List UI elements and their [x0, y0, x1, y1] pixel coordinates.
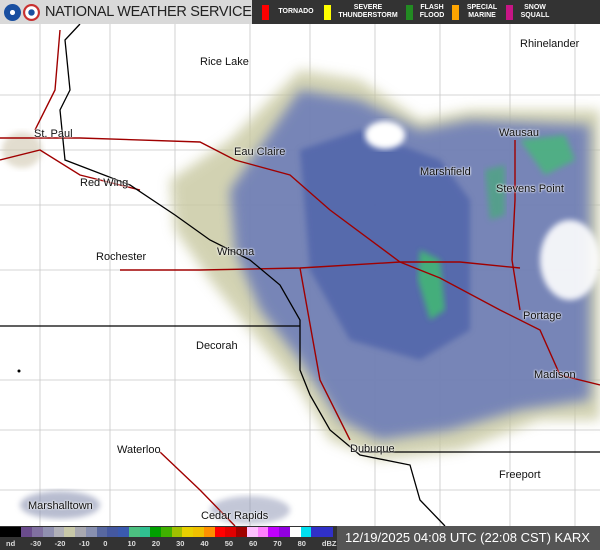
scale-swatch: [214, 527, 226, 537]
scale-label: 0: [103, 539, 108, 548]
header-bar: NATIONAL WEATHER SERVICE TORNADO SEVERE …: [0, 0, 600, 24]
scale-swatch: [75, 527, 86, 537]
city-label: Marshalltown: [28, 500, 93, 512]
scale-swatch: [279, 527, 290, 537]
reflectivity-scale: nd -30 -20 -10 0 10 20 30 40 50 60 70 80 dBZ: [0, 526, 337, 550]
timestamp: 12/19/2025 04:08 UTC (22:08 CST) KARX: [337, 526, 600, 550]
scale-label: dBZ: [321, 539, 337, 548]
scale-swatch: [311, 527, 323, 537]
scale-swatch: [0, 527, 11, 537]
scale-swatch: [193, 527, 204, 537]
scale-swatch: [203, 527, 215, 537]
city-label: Portage: [523, 310, 562, 322]
legend-flash-flood: FLASH FLOOD: [406, 4, 447, 20]
scale-swatch: [161, 527, 172, 537]
city-label: Madison: [534, 369, 576, 381]
legend-tornado: TORNADO: [262, 4, 319, 20]
scale-swatch: [236, 527, 247, 537]
highways: [0, 29, 600, 527]
city-label: Wausau: [499, 127, 539, 139]
scale-swatch: [107, 527, 119, 537]
scale-swatch: [171, 527, 183, 537]
color-bar: [0, 527, 333, 537]
scale-swatch: [32, 527, 43, 537]
city-label: Dubuque: [350, 443, 395, 455]
scale-swatch: [10, 527, 22, 537]
state-borders: [0, 23, 600, 527]
scale-swatch: [182, 527, 194, 537]
page-title: NATIONAL WEATHER SERVICE: [45, 4, 252, 20]
scale-label: 30: [176, 539, 185, 548]
scale-swatch: [96, 527, 108, 537]
city-label: Eau Claire: [234, 146, 286, 158]
city-label: Stevens Point: [496, 183, 564, 195]
scale-labels: nd -30 -20 -10 0 10 20 30 40 50 60 70 80 dBZ: [0, 538, 336, 550]
scale-label: 60: [249, 539, 258, 548]
city-label: St. Paul: [34, 128, 73, 140]
city-label: Cedar Rapids: [201, 510, 269, 522]
city-label: Winona: [217, 246, 255, 258]
city-label: Decorah: [196, 340, 238, 352]
scale-swatch: [64, 527, 76, 537]
nws-logo: [23, 3, 40, 21]
scale-swatch: [246, 527, 258, 537]
legend-severe-thunderstorm: SEVERE THUNDERSTORM: [324, 4, 401, 20]
scale-swatch: [118, 527, 129, 537]
scale-label: nd: [6, 539, 16, 548]
scale-swatch: [268, 527, 280, 537]
scale-label: 20: [151, 539, 161, 548]
scale-label: 40: [200, 539, 209, 548]
scale-swatch: [21, 527, 33, 537]
legend-snow-squall: SNOW SQUALL: [506, 4, 553, 20]
scale-swatch: [53, 527, 65, 537]
scale-label: 50: [224, 539, 234, 548]
scale-label: -30: [30, 539, 42, 548]
radar-echoes: [2, 70, 600, 524]
scale-swatch: [225, 527, 237, 537]
city-label: Marshfield: [420, 166, 471, 178]
scale-swatch: [257, 527, 269, 537]
city-label: Rice Lake: [200, 56, 249, 68]
scale-label: 70: [273, 539, 282, 548]
city-label: Freeport: [499, 469, 541, 481]
noaa-logo: [4, 3, 21, 21]
scale-swatch: [139, 527, 151, 537]
scale-swatch: [150, 527, 162, 537]
city-label: Rhinelander: [520, 38, 580, 50]
scale-swatch: [128, 527, 140, 537]
warning-legend: TORNADO SEVERE THUNDERSTORM FLASH FLOOD …: [252, 0, 600, 24]
city-label: Red Wing: [80, 177, 129, 189]
scale-label: 10: [127, 539, 136, 548]
scale-swatch: [42, 527, 54, 537]
legend-special-marine: SPECIAL MARINE: [452, 4, 501, 20]
scale-swatch: [289, 527, 301, 537]
scale-label: -20: [54, 539, 66, 548]
scale-swatch: [300, 527, 312, 537]
scale-swatch: [322, 527, 333, 537]
scale-label: 80: [297, 539, 306, 548]
scale-swatch: [85, 527, 97, 537]
city-label: Waterloo: [117, 444, 161, 456]
city-label: Rochester: [96, 251, 147, 263]
scale-label: -10: [78, 539, 90, 548]
